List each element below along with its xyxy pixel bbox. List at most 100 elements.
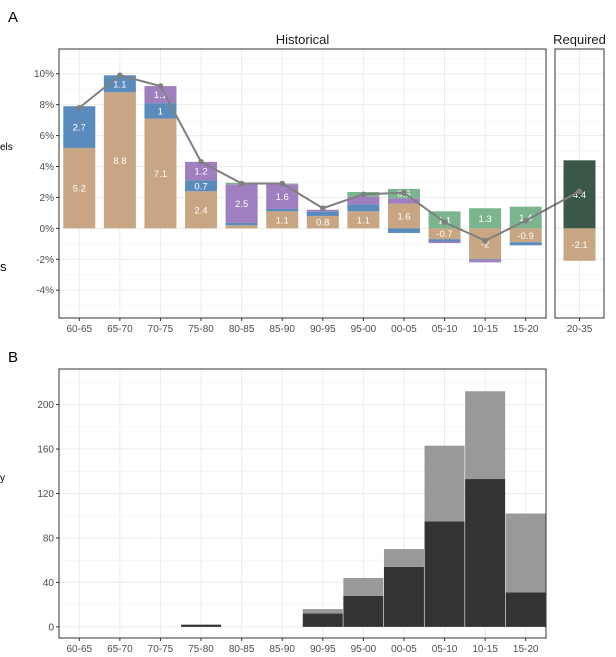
bar-segment-dark — [383, 566, 424, 627]
line-point — [279, 180, 286, 187]
data-label: 1 — [158, 106, 163, 117]
x-tick-label-b: 15-20 — [513, 644, 539, 655]
data-label: 4.4 — [573, 190, 586, 201]
x-tick-label-b: 70-75 — [148, 644, 174, 655]
x-tick-label-b: 65-70 — [107, 644, 133, 655]
x-tick-label-a: 70-75 — [148, 324, 174, 335]
x-tick-label-a: 05-10 — [432, 324, 458, 335]
strip-historical-bg — [59, 29, 546, 49]
data-label: 1.2 — [194, 167, 207, 178]
line-point — [401, 189, 407, 196]
bar-segment-tan — [225, 225, 258, 229]
line-point — [198, 159, 204, 165]
data-label: 2.5 — [235, 199, 248, 210]
bar-segment-tan — [428, 228, 461, 240]
bar-segment-light — [505, 513, 546, 593]
y-tick-label-a: 4% — [40, 162, 55, 173]
panel-label-a: A — [8, 9, 18, 26]
bar-segment-blue — [469, 259, 502, 261]
bar-segment-blue — [509, 242, 542, 246]
bar-segment-purple — [266, 184, 299, 210]
bar-segment-tan — [306, 215, 339, 229]
bar-segment-tan — [266, 211, 299, 229]
bar-segment-light — [465, 391, 506, 480]
x-tick-label-a: 15-20 — [513, 324, 539, 335]
data-label: 0.8 — [316, 218, 329, 229]
strip-required-bg — [555, 29, 604, 49]
bar-segment-dark — [465, 479, 506, 627]
panel-b-border — [58, 368, 547, 639]
x-tick-label-a: 85-90 — [269, 324, 295, 335]
x-tick-label-a: 20-35 — [567, 324, 593, 335]
bar-segment-dark — [424, 521, 465, 627]
data-label: -2.1 — [571, 240, 587, 251]
y-tick-label-a: 0% — [40, 224, 55, 235]
data-label: 1.6 — [397, 211, 410, 222]
panel-a-historical-border — [58, 48, 547, 319]
y-tick-label-b: 40 — [43, 578, 55, 589]
x-tick-label-a: 95-00 — [351, 324, 377, 335]
x-tick-label-b: 60-65 — [67, 644, 93, 655]
side-label-a-1: els — [0, 142, 13, 153]
x-tick-label-a: 10-15 — [472, 324, 498, 335]
x-tick-label-b: 85-90 — [269, 644, 295, 655]
x-tick-label-b: 75-80 — [188, 644, 214, 655]
x-tick-label-a: 65-70 — [107, 324, 133, 335]
line-point — [319, 205, 326, 212]
bar-segment-dark — [181, 624, 222, 627]
x-tick-label-b: 90-95 — [310, 644, 336, 655]
y-tick-label-a: 8% — [40, 100, 55, 111]
line-point — [76, 104, 83, 111]
bar-segment-purple — [387, 198, 420, 204]
bar-segment-tan — [509, 228, 542, 243]
bar-segment-blue — [63, 106, 96, 148]
side-label-b-1: y — [0, 473, 5, 484]
line-point — [441, 219, 448, 225]
line-point — [238, 180, 245, 187]
y-tick-label-b: 120 — [37, 489, 54, 500]
line-point — [117, 72, 123, 79]
bar-segment-purple — [469, 260, 502, 263]
x-tick-label-a: 80-85 — [229, 324, 255, 335]
bar-segment-blue — [144, 103, 177, 119]
line-point — [576, 188, 583, 195]
x-tick-label-b: 05-10 — [432, 644, 458, 655]
strip-required: Required — [553, 32, 606, 47]
data-label: 1.3 — [479, 214, 492, 225]
bar-segment-blue — [387, 228, 420, 233]
bar-segment-dark — [343, 595, 384, 627]
side-label-a-2: s — [0, 259, 7, 274]
data-label: 8.8 — [113, 156, 126, 167]
bar-segment-tan — [563, 228, 596, 261]
x-tick-label-a: 60-65 — [67, 324, 93, 335]
x-tick-label-a: 75-80 — [188, 324, 214, 335]
bar-segment-tan — [469, 228, 502, 260]
data-label: 1.1 — [113, 79, 126, 90]
bar-segment-blue — [306, 211, 339, 216]
data-label: 1.6 — [276, 192, 289, 203]
y-tick-label-b: 0 — [48, 622, 54, 633]
y-tick-label-a: 10% — [34, 69, 54, 80]
bar-segment-tan — [103, 92, 136, 229]
data-label: 1.1 — [276, 215, 289, 226]
x-tick-label-a: 00-05 — [391, 324, 417, 335]
x-tick-label-b: 10-15 — [472, 644, 498, 655]
bar-segment-tan — [387, 203, 420, 229]
bar-segment-blue — [266, 209, 299, 212]
data-label: 5.2 — [73, 184, 86, 195]
bar-segment-tan — [63, 147, 96, 229]
bar-segment-light — [302, 609, 343, 614]
line-point — [482, 237, 488, 244]
x-tick-label-a: 90-95 — [310, 324, 336, 335]
bar-segment-blue — [185, 180, 218, 192]
strip-historical: Historical — [276, 32, 330, 47]
y-tick-label-a: 2% — [40, 193, 55, 204]
bar-segment-purple — [225, 184, 258, 223]
y-tick-label-b: 200 — [37, 400, 54, 411]
bar-segment-light — [343, 577, 384, 596]
bar-segment-tan — [144, 118, 177, 229]
x-tick-label-b: 00-05 — [391, 644, 417, 655]
data-label: 0.7 — [194, 181, 207, 192]
bar-segment-blue — [225, 222, 258, 226]
